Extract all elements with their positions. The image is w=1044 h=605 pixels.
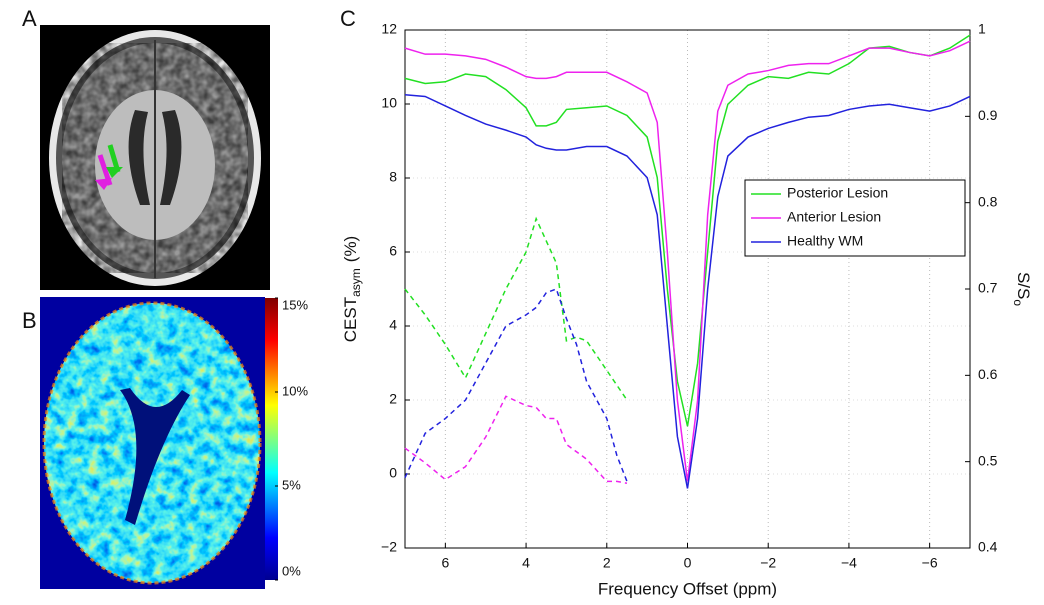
colorbar (265, 298, 278, 580)
y-label-sub: asym (349, 268, 363, 297)
series-line (404, 34, 971, 427)
y-tick-label: 0 (389, 465, 397, 481)
y2-tick-label: 0.9 (978, 107, 998, 123)
x-tick-label: −6 (922, 555, 938, 571)
legend-label: Anterior Lesion (787, 209, 881, 225)
x-tick-label: −2 (760, 555, 776, 571)
y-tick-label: −2 (381, 539, 397, 555)
x-tick-label: 2 (603, 555, 611, 571)
colorbar-label: 10% (282, 383, 308, 398)
colorbar-label: 0% (282, 563, 301, 578)
x-tick-label: 0 (684, 555, 692, 571)
y-tick-label: 2 (389, 391, 397, 407)
y-tick-label: 10 (381, 95, 397, 111)
y-tick-label: 12 (381, 21, 397, 37)
y2-axis-label: S/So (1011, 272, 1033, 306)
y2-tick-label: 0.6 (978, 366, 998, 382)
x-axis-label: Frequency Offset (ppm) (598, 579, 777, 598)
series-line (404, 216, 628, 401)
colorbar-label: 5% (282, 477, 301, 492)
colorbar-label: 15% (282, 297, 308, 312)
y2-tick-label: 0.8 (978, 193, 998, 209)
y2-tick-label: 1 (978, 21, 986, 37)
panel-label: C (340, 6, 356, 31)
x-tick-label: 6 (441, 555, 449, 571)
series-line (404, 288, 628, 482)
y2-tick-label: 0.4 (978, 539, 998, 555)
y-label-main: CEST (341, 297, 360, 342)
series-line (404, 94, 971, 489)
panel-label: A (22, 6, 37, 31)
legend-label: Healthy WM (787, 233, 863, 249)
y-tick-label: 6 (389, 243, 397, 259)
cest-map (40, 297, 265, 589)
y2-label-main: S/S (1014, 272, 1033, 299)
panel-label: B (22, 308, 37, 333)
y-label-suffix: (%) (341, 236, 360, 262)
y-tick-label: 8 (389, 169, 397, 185)
y-tick-label: 4 (389, 317, 397, 333)
legend-label: Posterior Lesion (787, 185, 888, 201)
mri-image (40, 25, 270, 290)
y2-tick-label: 0.5 (978, 452, 998, 468)
x-tick-label: 4 (522, 555, 530, 571)
legend (744, 179, 966, 257)
y-axis-label: CESTasym (%) (341, 236, 363, 342)
y2-label-sub: o (1011, 299, 1025, 306)
series-line (404, 395, 628, 484)
x-tick-label: −4 (841, 555, 857, 571)
y2-tick-label: 0.7 (978, 280, 998, 296)
series-line (404, 40, 971, 482)
